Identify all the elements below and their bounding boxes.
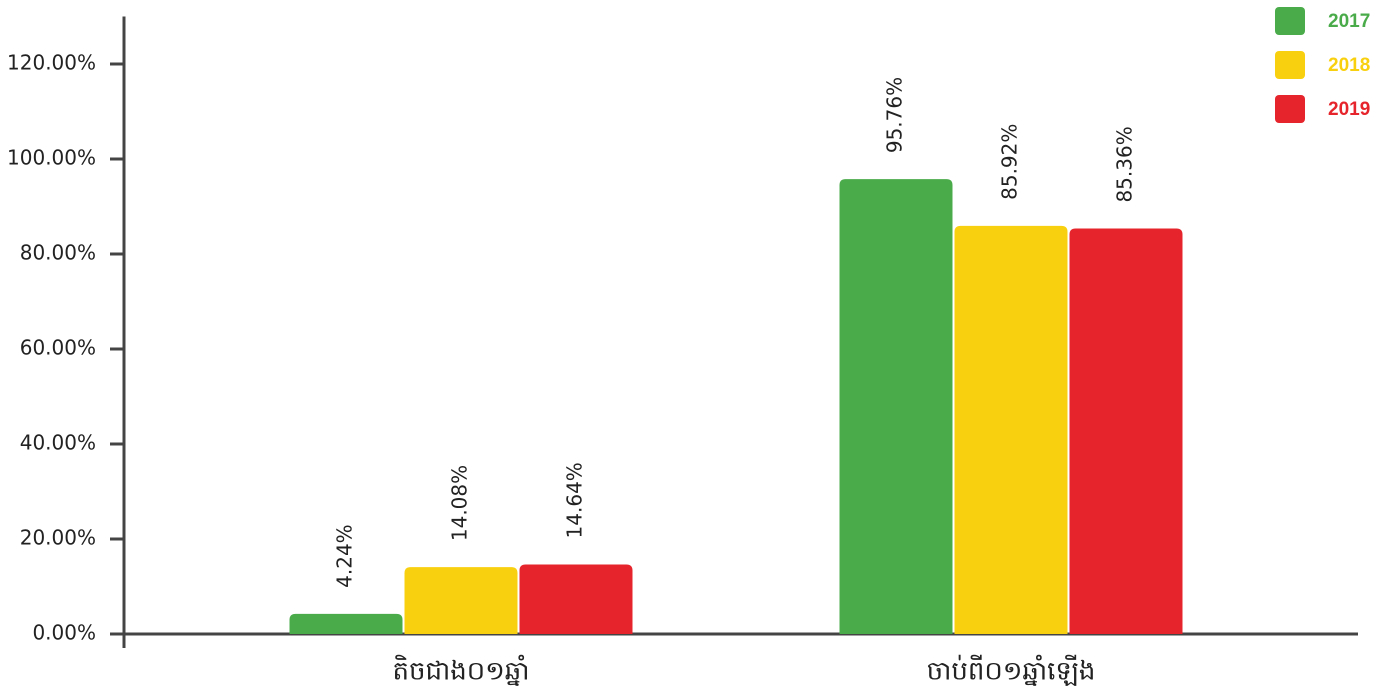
- bar: [839, 179, 953, 634]
- x-tick-label: តិចជាង០១ឆ្នាំ: [392, 655, 529, 687]
- x-tick-label: ចាប់ពី០១ឆ្នាំឡើង: [927, 655, 1096, 687]
- y-tick-label: 0.00%: [32, 621, 96, 645]
- y-tick-label: 20.00%: [20, 526, 96, 550]
- legend-label: 2018: [1328, 55, 1370, 76]
- legend-label: 2019: [1328, 99, 1370, 120]
- y-tick-label: 40.00%: [20, 431, 96, 455]
- bar: [404, 567, 518, 634]
- bar: [954, 225, 1068, 634]
- value-label: 4.24%: [333, 524, 357, 588]
- bar: [289, 613, 403, 634]
- value-label: 85.36%: [1113, 126, 1137, 202]
- legend-swatch: [1275, 7, 1305, 35]
- value-label: 85.92%: [998, 124, 1022, 200]
- bar: [519, 564, 633, 634]
- y-tick-label: 100.00%: [7, 146, 96, 170]
- y-tick-label: 80.00%: [20, 241, 96, 265]
- legend-swatch: [1275, 51, 1305, 79]
- value-label: 14.64%: [563, 462, 587, 538]
- y-tick-label: 120.00%: [7, 51, 96, 75]
- legend-label: 2017: [1328, 11, 1370, 32]
- value-label: 95.76%: [883, 77, 907, 153]
- value-label: 14.08%: [448, 465, 472, 541]
- y-tick-label: 60.00%: [20, 336, 96, 360]
- bar: [1069, 228, 1183, 635]
- legend-swatch: [1275, 95, 1305, 123]
